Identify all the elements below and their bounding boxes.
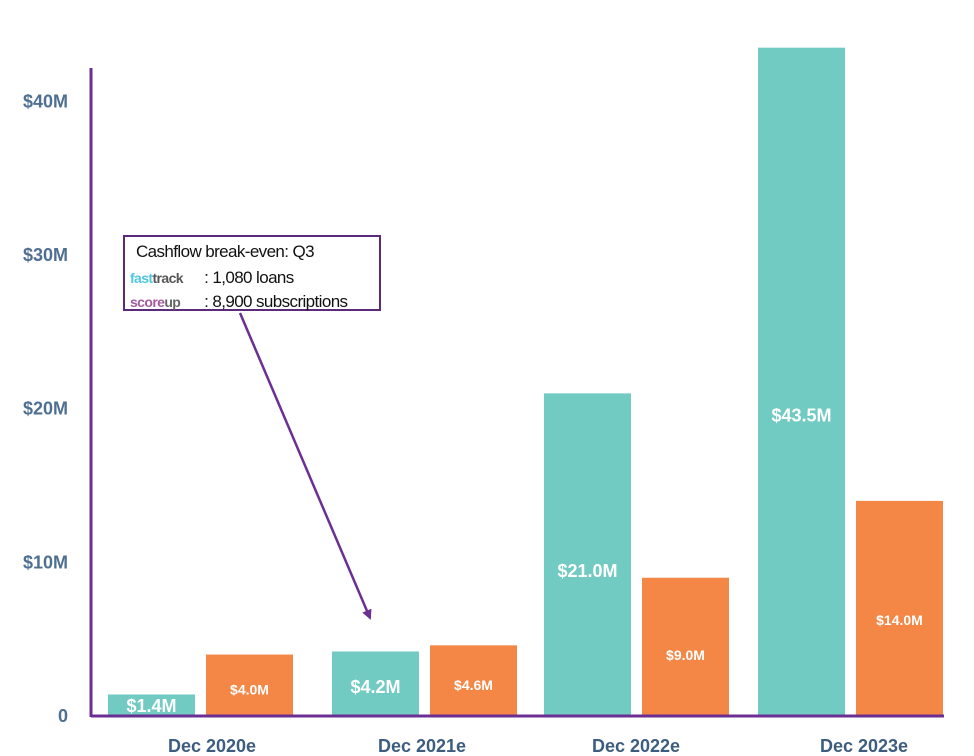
data-label: $14.0M (876, 612, 923, 628)
x-tick-label: Dec 2023e (820, 736, 908, 756)
bar (758, 47, 845, 716)
data-label: $4.0M (230, 681, 269, 697)
x-tick-label: Dec 2021e (378, 736, 466, 756)
x-tick-label: Dec 2022e (592, 736, 680, 756)
scoreup-subscriptions-text: : 8,900 subscriptions (204, 292, 348, 311)
bar (856, 500, 943, 716)
y-tick-label: $20M (23, 399, 68, 419)
y-tick-label: $10M (23, 552, 68, 572)
data-label: $1.4M (126, 696, 176, 716)
bar (430, 645, 517, 716)
data-label: $43.5M (771, 405, 831, 425)
bar (544, 393, 631, 716)
data-label: $4.6M (454, 677, 493, 693)
data-label: $4.2M (350, 677, 400, 697)
bar (642, 577, 729, 716)
y-axis-ticks: 0 $10M $20M $30M $40M (23, 91, 68, 726)
bar (206, 654, 293, 716)
annotation-title: Cashflow break-even: Q3 (136, 242, 315, 261)
fasttrack-logo: fasttrack (130, 270, 184, 286)
fasttrack-loans-text: : 1,080 loans (204, 268, 294, 287)
data-labels-group: $1.4M $4.2M $21.0M $43.5M $4.0M $4.6M $9.0M $14… (126, 405, 922, 716)
y-tick-label: $40M (23, 91, 68, 111)
annotation-box: Cashflow break-even: Q3 fasttrack : 1,08… (123, 235, 381, 311)
x-tick-label: Dec 2020e (168, 736, 256, 756)
scoreup-logo: scoreup (130, 294, 181, 310)
bar (108, 694, 195, 716)
y-tick-label: $30M (23, 245, 68, 265)
bar (332, 651, 419, 716)
y-tick-label: 0 (58, 706, 68, 726)
data-label: $9.0M (666, 647, 705, 663)
bars-group (108, 47, 943, 716)
data-label: $21.0M (557, 561, 617, 581)
annotation-row-scoreup: scoreup : 8,900 subscriptions (130, 292, 348, 312)
annotation-row-fasttrack: fasttrack : 1,080 loans (130, 268, 294, 288)
x-axis-ticks: Dec 2020e Dec 2021e Dec 2022e Dec 2023e (168, 736, 908, 756)
annotation-arrow (238, 312, 372, 620)
